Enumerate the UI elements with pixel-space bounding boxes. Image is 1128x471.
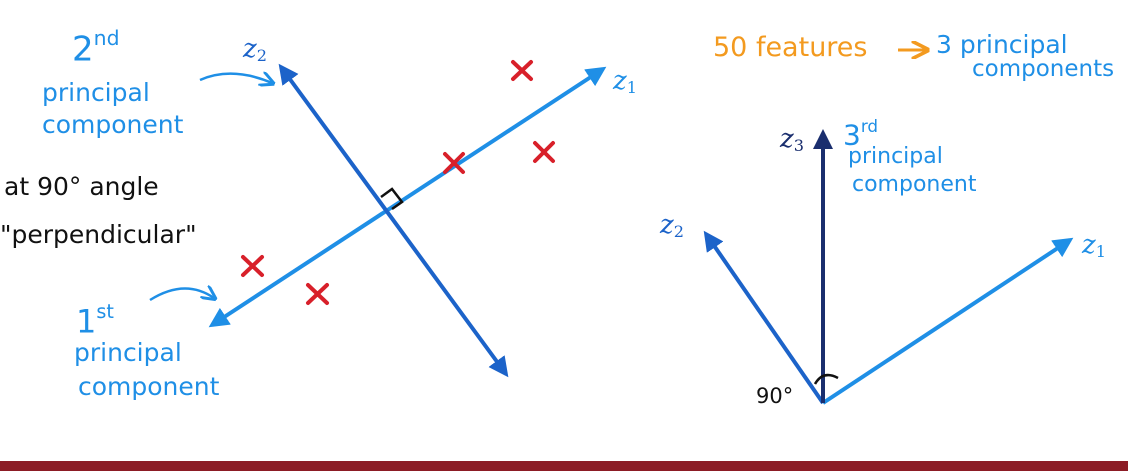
right-z2-letter: z bbox=[660, 210, 674, 240]
pc3-suffix: rd bbox=[860, 116, 879, 136]
header-features: 50 features bbox=[713, 32, 868, 63]
pc3-number: 3 bbox=[843, 118, 861, 152]
pc1-label-line1: principal bbox=[74, 338, 182, 367]
z1-subscript: 1 bbox=[626, 78, 637, 98]
left-z1-label: z1 bbox=[613, 68, 637, 96]
z2-axis-line bbox=[278, 63, 509, 378]
data-point bbox=[533, 141, 555, 163]
pc2-label-line1: principal bbox=[42, 78, 150, 107]
right-z1-axis-line bbox=[821, 237, 1074, 405]
pc3-ordinal: 3rd bbox=[843, 118, 878, 150]
pc2-callout-arrow bbox=[199, 74, 272, 83]
right-z1-subscript: 1 bbox=[1095, 242, 1106, 262]
right-pca-diagram bbox=[703, 50, 1074, 405]
right-z2-axis-line bbox=[703, 230, 825, 405]
pc3-label-line1: principal bbox=[848, 144, 943, 169]
pc1-number: 1 bbox=[76, 302, 97, 341]
z1-axis-line bbox=[208, 66, 607, 328]
header-principal: 3 principal bbox=[936, 30, 1068, 59]
z3-subscript: 3 bbox=[793, 136, 804, 156]
pc1-ordinal: 1st bbox=[76, 302, 114, 337]
header-components: components bbox=[972, 56, 1115, 82]
data-point bbox=[306, 283, 329, 305]
angle-note-line1: at 90° angle bbox=[4, 172, 159, 201]
z2-subscript: 2 bbox=[256, 46, 267, 66]
pc2-label-line2: component bbox=[42, 110, 184, 139]
z1-letter: z bbox=[613, 66, 627, 96]
left-pca-diagram bbox=[149, 60, 607, 378]
bottom-bar bbox=[0, 461, 1128, 471]
right-angle-label: 90° bbox=[756, 384, 794, 408]
right-z3-label: z3 bbox=[780, 126, 804, 154]
pc1-suffix: st bbox=[96, 300, 114, 323]
pc1-callout-arrow bbox=[149, 288, 214, 300]
pc3-label-line2: component bbox=[852, 172, 977, 197]
z3-letter: z bbox=[780, 124, 794, 154]
pc1-label-line2: component bbox=[78, 372, 220, 401]
right-z1-letter: z bbox=[1082, 230, 1096, 260]
data-point bbox=[443, 152, 465, 174]
right-angle-marker bbox=[380, 187, 404, 211]
angle-note-line2: "perpendicular" bbox=[0, 220, 197, 249]
right-z1-label: z1 bbox=[1082, 232, 1106, 260]
right-angle-arc bbox=[813, 373, 839, 385]
pc2-ordinal: 2nd bbox=[72, 28, 120, 66]
right-z2-label: z2 bbox=[660, 212, 684, 240]
left-z2-label: z2 bbox=[243, 36, 267, 64]
z2-letter: z bbox=[243, 34, 257, 64]
data-point bbox=[241, 255, 264, 277]
right-z2-subscript: 2 bbox=[673, 222, 684, 242]
pc2-number: 2 bbox=[72, 29, 94, 70]
pc2-suffix: nd bbox=[93, 26, 120, 50]
data-point bbox=[511, 60, 533, 81]
